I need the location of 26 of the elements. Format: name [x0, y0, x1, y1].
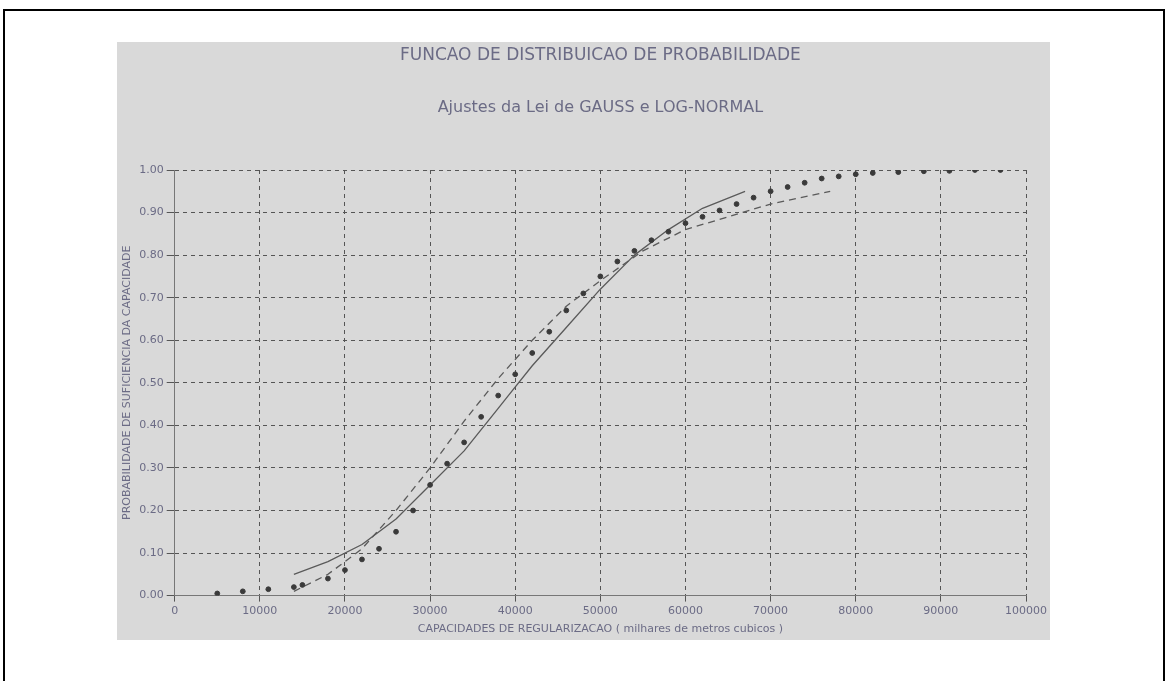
y-tick-label: 0.80 — [139, 247, 164, 261]
x-tick-label: 60000 — [667, 604, 703, 618]
x-tick-label: 0 — [171, 604, 179, 618]
y-tick-label: 0.70 — [139, 290, 164, 304]
x-tick-label: 10000 — [242, 604, 278, 618]
y-tick-label: 0.50 — [139, 375, 164, 389]
x-tick-label: 30000 — [412, 604, 448, 618]
x-tick-label: 70000 — [753, 604, 789, 618]
x-axis-title: CAPACIDADES DE REGULARIZACAO ( milhares de metros cubicos ) — [417, 622, 783, 636]
y-tick-label: 0.00 — [139, 588, 164, 602]
x-tick-label: 80000 — [838, 604, 874, 618]
y-tick-label: 0.60 — [139, 333, 164, 347]
x-tick-label: 20000 — [327, 604, 363, 618]
x-tick-label: 40000 — [497, 604, 533, 618]
x-tick-label: 100000 — [1005, 604, 1047, 618]
chart-subtitle: Ajustes da Lei de GAUSS e LOG-NORMAL — [437, 97, 764, 117]
x-tick-label: 50000 — [582, 604, 618, 618]
chart-title: FUNCAO DE DISTRIBUICAO DE PROBABILIDADE — [399, 44, 801, 65]
y-tick-label: 0.40 — [139, 418, 164, 432]
x-tick-label: 90000 — [923, 604, 959, 618]
y-tick-label: 0.90 — [139, 205, 164, 219]
y-axis-title: PROBABILIDADE DE SUFICIENCIA DA CAPACIDADE — [120, 245, 134, 520]
y-tick-label: 0.10 — [139, 545, 164, 559]
y-tick-label: 0.30 — [139, 460, 164, 474]
y-tick-label: 1.00 — [139, 162, 164, 176]
y-tick-label: 0.20 — [139, 503, 164, 517]
